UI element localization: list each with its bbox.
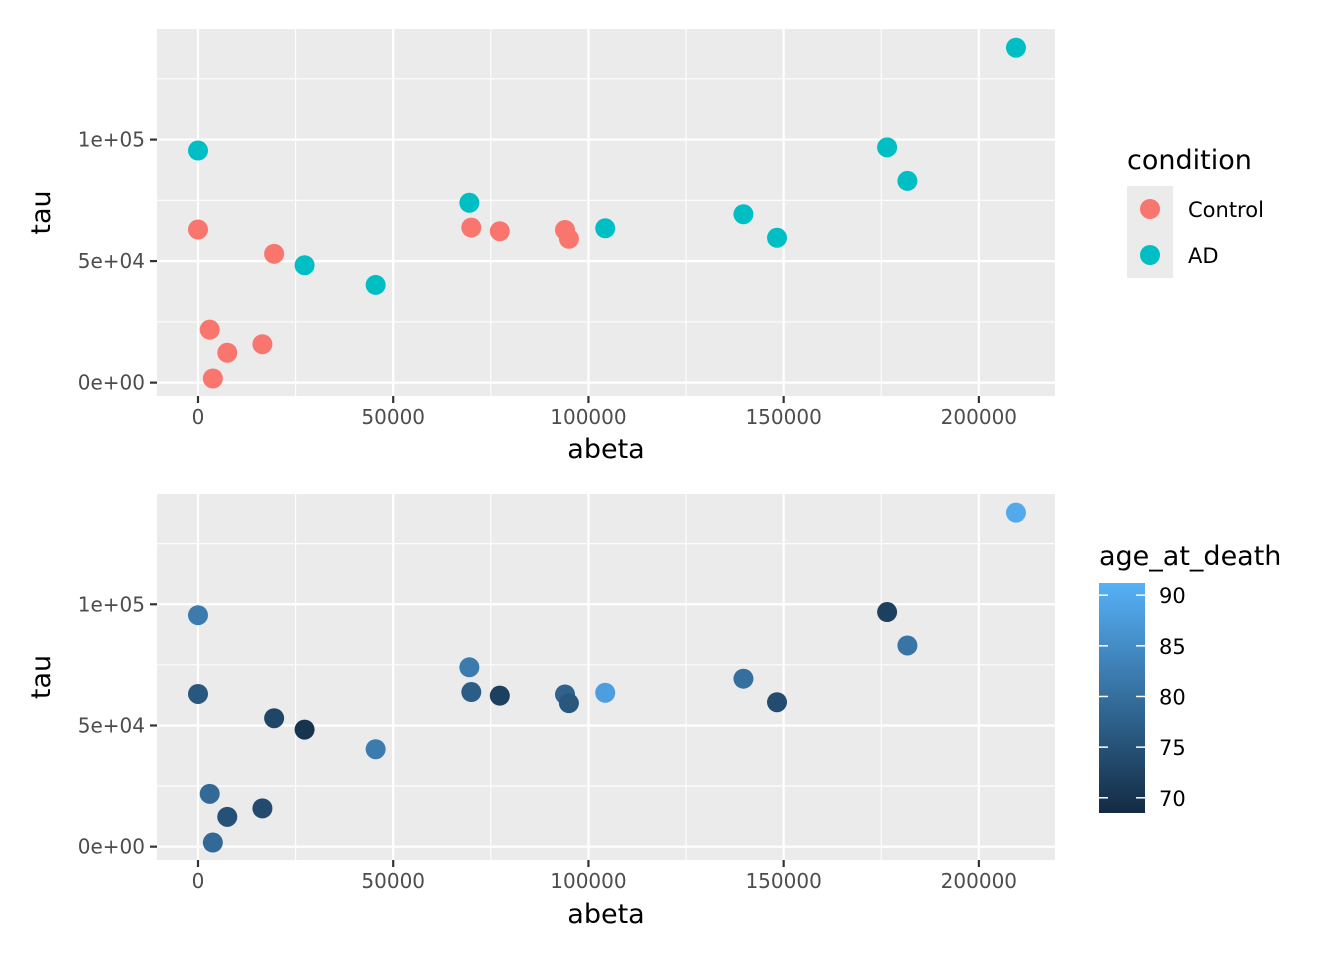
y-axis-title: tau [26,190,57,234]
x-tick-label: 200000 [941,405,1017,429]
data-point-ad [365,274,386,295]
legend-label-ad: AD [1188,244,1219,268]
x-axis-title: abeta [567,434,644,465]
data-point [252,798,273,819]
x-tick-label: 0 [192,869,205,893]
data-point-ad [459,192,480,213]
data-point-control [558,228,579,249]
legend-condition: condition Control AD [1127,145,1264,278]
y-tick-label: 1e+05 [78,128,145,152]
data-point [767,692,788,713]
colorbar [1099,583,1145,813]
x-tick-label: 200000 [941,869,1017,893]
data-point-control [461,217,482,238]
data-point [595,682,616,703]
scatter-plot-condition: 0 50000 100000 150000 200000 0e+00 5e+04 1e+05 a… [26,29,1055,465]
colorbar-tick-label: 70 [1159,787,1186,811]
data-point-control [264,243,285,264]
data-point [1005,502,1026,523]
legend-title-condition: condition [1127,145,1252,176]
colorbar-tick-label: 90 [1159,584,1186,608]
data-point [461,682,482,703]
data-point-control [252,334,273,355]
data-point [489,685,510,706]
y-axis-title: tau [26,655,57,699]
panel-background [157,494,1055,860]
data-point [187,683,208,704]
data-point [897,635,918,656]
panel-background [157,29,1055,396]
data-point [217,806,238,827]
legend-key-control [1140,199,1160,219]
data-point [202,832,223,853]
x-tick-label: 150000 [745,405,821,429]
data-point [294,719,315,740]
data-point [877,602,898,623]
data-point [733,668,754,689]
scatter-plot-age-at-death: 0 50000 100000 150000 200000 0e+00 5e+04 1e+05 a… [26,494,1055,930]
x-tick-label: 100000 [550,405,626,429]
data-point [459,657,480,678]
data-point [187,605,208,626]
data-point-control [489,221,510,242]
colorbar-tick-label: 85 [1159,635,1186,659]
data-point-ad [733,204,754,225]
data-point-ad [877,137,898,158]
data-point-control [217,342,238,363]
data-point-ad [897,170,918,191]
x-tick-label: 150000 [745,869,821,893]
data-point [199,783,220,804]
data-point-control [187,219,208,240]
legend-title-age-at-death: age_at_death [1099,541,1281,572]
data-point [264,708,285,729]
y-tick-label: 5e+04 [78,249,145,273]
x-tick-label: 50000 [361,869,425,893]
data-point-ad [767,227,788,248]
data-point [558,693,579,714]
legend-label-control: Control [1188,198,1264,222]
data-point-control [202,368,223,389]
y-tick-label: 1e+05 [78,592,145,616]
legend-key-ad [1140,245,1160,265]
data-point [365,739,386,760]
data-point-control [199,319,220,340]
legend-age-at-death: age_at_death 70 75 80 85 90 [1099,541,1281,813]
y-tick-label: 5e+04 [78,713,145,737]
data-point-ad [187,140,208,161]
x-tick-label: 0 [192,405,205,429]
colorbar-tick-label: 75 [1159,736,1186,760]
data-point-ad [595,218,616,239]
x-tick-label: 50000 [361,405,425,429]
colorbar-tick-label: 80 [1159,685,1186,709]
y-tick-label: 0e+00 [78,371,145,395]
x-tick-label: 100000 [550,869,626,893]
data-point-ad [294,255,315,276]
data-point-ad [1005,37,1026,58]
x-axis-title: abeta [567,899,644,930]
y-tick-label: 0e+00 [78,835,145,859]
